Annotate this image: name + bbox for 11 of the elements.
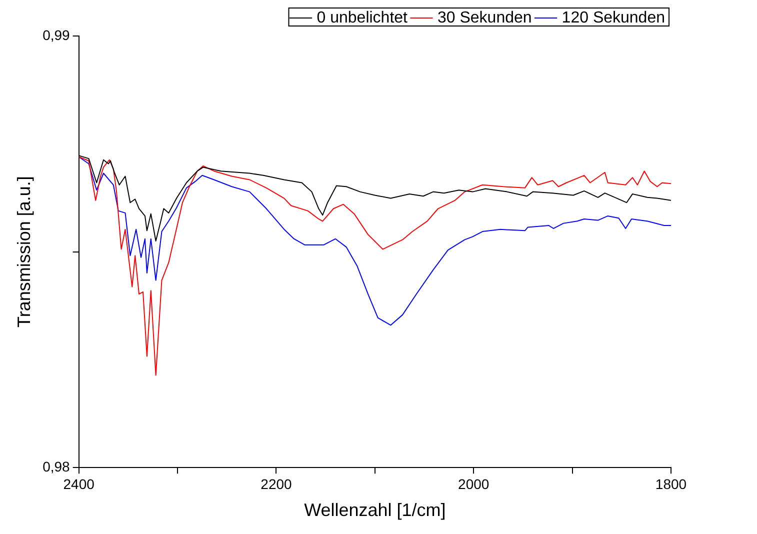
legend-label: 120 Sekunden [562, 9, 665, 26]
y-axis-title: Transmission [a.u.] [14, 176, 34, 328]
x-tick-label: 2200 [260, 476, 292, 492]
x-tick-label: 2000 [458, 476, 490, 492]
x-tick-label: 1800 [655, 476, 687, 492]
y-tick-label: 0,98 [42, 458, 70, 474]
legend-label: 0 unbelichtet [316, 9, 408, 26]
x-tick-label: 2400 [63, 476, 95, 492]
x-axis-title: Wellenzahl [1/cm] [304, 500, 446, 520]
legend-label: 30 Sekunden [437, 9, 532, 26]
y-tick-label: 0,99 [42, 26, 70, 43]
